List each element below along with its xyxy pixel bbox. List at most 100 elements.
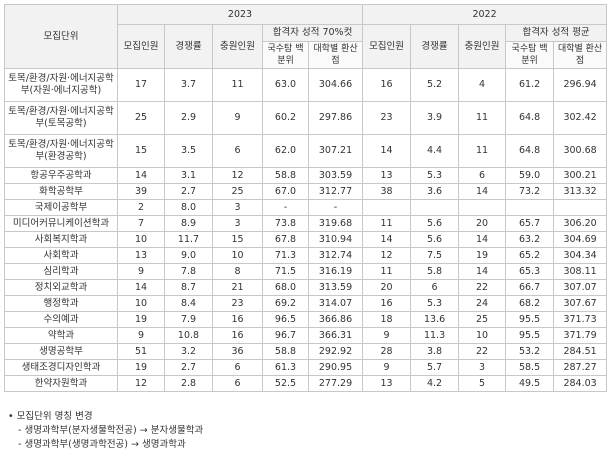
value-cell: 300.68: [553, 134, 608, 168]
header-cell: 국수탐 백분위: [262, 41, 309, 69]
value-cell: [553, 199, 608, 216]
value-cell: 13: [362, 375, 412, 392]
value-cell: -: [307, 199, 364, 216]
value-cell: 13: [362, 167, 412, 184]
value-cell: 59.0: [505, 167, 555, 184]
value-cell: 366.31: [307, 327, 364, 344]
unit-cell: 미디어커뮤니케이션학과: [4, 215, 118, 232]
value-cell: 307.07: [553, 279, 608, 296]
value-cell: 19: [117, 311, 165, 328]
table-row: 약학과 9 10.8 16 96.7 366.31 9 11.3 10 95.5 371.79: [4, 327, 608, 344]
value-cell: 9.0: [164, 247, 213, 264]
value-cell: 10: [117, 231, 165, 248]
value-cell: 20: [362, 279, 412, 296]
value-cell: 3.6: [410, 183, 460, 200]
value-cell: 71.5: [262, 263, 309, 280]
value-cell: 53.2: [505, 343, 555, 360]
value-cell: 3.7: [164, 68, 213, 102]
value-cell: 5.6: [410, 231, 460, 248]
value-cell: 51: [117, 343, 165, 360]
note-item: - 생명과학부(생명과학전공) → 생명과학과: [18, 439, 186, 450]
table-row: 생명공학부 51 3.2 36 58.8 292.92 28 3.8 22 53.2 284.51: [4, 343, 608, 360]
value-cell: 371.79: [553, 327, 608, 344]
value-cell: 304.69: [553, 231, 608, 248]
header-row: 모집인원 경쟁률 충원인원 합격자 성적 70%컷 모집인원 경쟁률 충원인원 합격자 성적 …: [5, 24, 608, 69]
value-cell: 64.8: [505, 101, 555, 135]
value-cell: 310.94: [307, 231, 364, 248]
value-cell: 314.07: [307, 295, 364, 312]
value-cell: 5.2: [410, 68, 460, 102]
header-row: 국수탐 백분위 대학별 환산점 국수탐 백분위 대학별 환산점: [5, 41, 608, 69]
value-cell: 292.92: [307, 343, 364, 360]
unit-cell: 심리학과: [4, 263, 118, 280]
value-cell: 4: [458, 68, 507, 102]
unit-cell: 행정학과: [4, 295, 118, 312]
value-cell: 73.2: [505, 183, 555, 200]
value-cell: 5.8: [410, 263, 460, 280]
value-cell: 28: [362, 343, 412, 360]
header-cell: 경쟁률: [410, 24, 460, 69]
value-cell: 11: [362, 215, 412, 232]
value-cell: 307.67: [553, 295, 608, 312]
value-cell: 5: [458, 375, 507, 392]
value-cell: 8: [212, 263, 263, 280]
value-cell: 5.6: [410, 215, 460, 232]
header-cell: 국수탐 백분위: [505, 41, 555, 69]
unit-cell: 정치외교학과: [4, 279, 118, 296]
value-cell: 11: [458, 134, 507, 168]
value-cell: 19: [458, 247, 507, 264]
table-body: 토목/환경/자원·에너지공학부(자원·에너지공학) 17 3.7 11 63.0 304.…: [4, 68, 608, 392]
header-cell: 대학별 환산점: [307, 41, 364, 69]
value-cell: 19: [117, 359, 165, 376]
value-cell: 60.2: [262, 101, 309, 135]
value-cell: 2.7: [164, 183, 213, 200]
value-cell: 312.74: [307, 247, 364, 264]
value-cell: 5.3: [410, 295, 460, 312]
table-row: 생태조경디자인학과 19 2.7 6 61.3 290.95 9 5.7 3 58.5 287.27: [4, 359, 608, 376]
value-cell: 12: [117, 375, 165, 392]
value-cell: 8.9: [164, 215, 213, 232]
value-cell: 9: [117, 327, 165, 344]
unit-cell: 수의예과: [4, 311, 118, 328]
value-cell: 316.19: [307, 263, 364, 280]
value-cell: 10: [117, 295, 165, 312]
value-cell: [410, 199, 460, 216]
value-cell: 5.3: [410, 167, 460, 184]
value-cell: 2.8: [164, 375, 213, 392]
table-row: 화학공학부 39 2.7 25 67.0 312.77 38 3.6 14 73.2 313.32: [4, 183, 608, 200]
value-cell: 4.2: [410, 375, 460, 392]
value-cell: 67.8: [262, 231, 309, 248]
value-cell: 312.77: [307, 183, 364, 200]
score-group-header: 합격자 성적 평균: [505, 24, 608, 42]
value-cell: 16: [212, 327, 263, 344]
value-cell: 95.5: [505, 311, 555, 328]
value-cell: [362, 199, 412, 216]
value-cell: 11: [458, 101, 507, 135]
unit-cell: 화학공학부: [4, 183, 118, 200]
value-cell: 8.0: [164, 199, 213, 216]
header-cell: 경쟁률: [164, 24, 213, 69]
value-cell: 13: [117, 247, 165, 264]
table-row: 사회학과 13 9.0 10 71.3 312.74 12 7.5 19 65.2 304.34: [4, 247, 608, 264]
value-cell: 366.86: [307, 311, 364, 328]
value-cell: 58.8: [262, 343, 309, 360]
value-cell: 12: [362, 247, 412, 264]
header-cell: 대학별 환산점: [553, 41, 608, 69]
unit-cell: 항공우주공학과: [4, 167, 118, 184]
value-cell: 3.5: [164, 134, 213, 168]
value-cell: 24: [458, 295, 507, 312]
value-cell: 302.42: [553, 101, 608, 135]
value-cell: 15: [212, 231, 263, 248]
notes: • 모집단위 명칭 변경 - 생명과학부(분자생물학전공) → 분자생물학과 - …: [8, 410, 203, 452]
table-row: 미디어커뮤니케이션학과 7 8.9 3 73.8 319.68 11 5.6 20 65.7 306…: [4, 215, 608, 232]
value-cell: 3: [212, 199, 263, 216]
value-cell: 49.5: [505, 375, 555, 392]
value-cell: 3.8: [410, 343, 460, 360]
value-cell: 23: [362, 101, 412, 135]
value-cell: 61.3: [262, 359, 309, 376]
value-cell: 6: [410, 279, 460, 296]
value-cell: 25: [117, 101, 165, 135]
value-cell: 308.11: [553, 263, 608, 280]
value-cell: 3.2: [164, 343, 213, 360]
value-cell: 3: [212, 215, 263, 232]
